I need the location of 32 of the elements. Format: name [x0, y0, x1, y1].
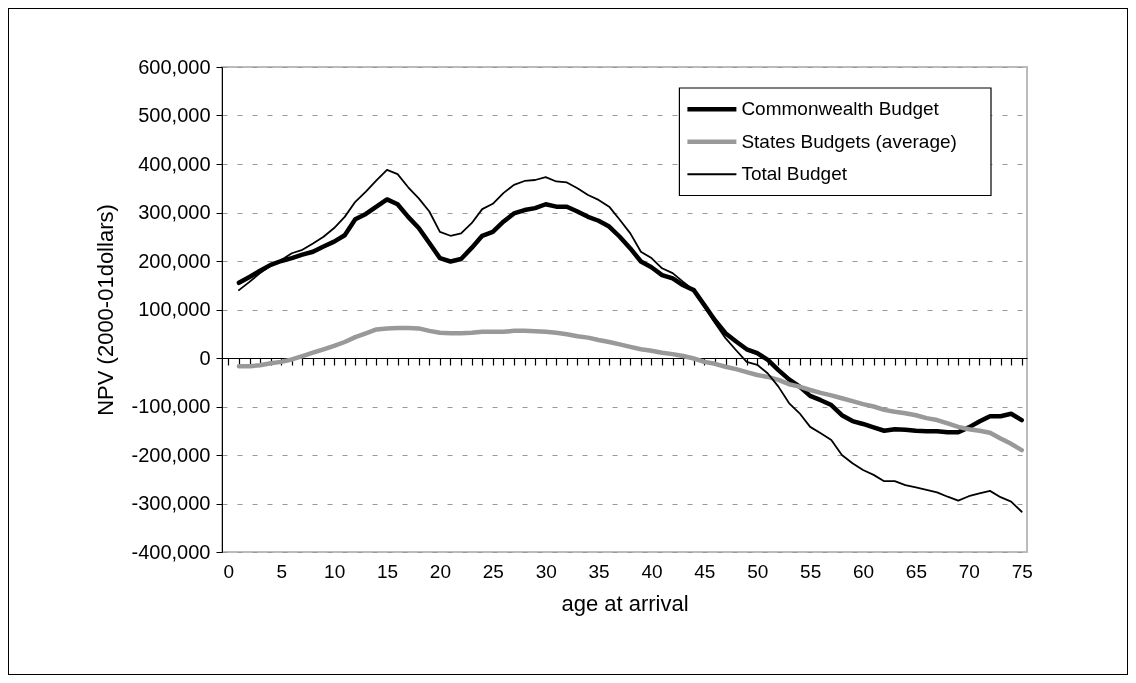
- legend-label: States Budgets (average): [741, 130, 957, 152]
- y-axis-title: NPV (2000-01dollars): [92, 204, 118, 416]
- x-tick-label: 55: [800, 560, 822, 582]
- x-tick-label: 50: [747, 560, 769, 582]
- y-tick-label: 100,000: [138, 298, 211, 320]
- x-tick-label: 70: [958, 560, 980, 582]
- legend-label: Total Budget: [741, 163, 848, 185]
- x-tick-label: 30: [535, 560, 557, 582]
- x-tick-label: 25: [482, 560, 504, 582]
- x-axis-title: age at arrival: [561, 590, 689, 616]
- x-tick-label: 20: [429, 560, 451, 582]
- y-tick-label: 500,000: [138, 104, 211, 126]
- x-tick-label: 5: [276, 560, 288, 582]
- x-tick-label: 10: [324, 560, 346, 582]
- y-tick-label: 0: [199, 346, 211, 369]
- y-tick-label: 400,000: [138, 152, 211, 175]
- x-tick-label: 75: [1011, 560, 1033, 582]
- x-tick-label: 0: [223, 560, 235, 582]
- y-tick-label: 600,000: [138, 55, 211, 78]
- y-tick-label: 300,000: [138, 201, 211, 223]
- y-tick-label: 200,000: [138, 249, 211, 272]
- y-tick-label: -100,000: [131, 395, 211, 417]
- legend-label: Commonwealth Budget: [741, 98, 940, 120]
- y-tick-label: -200,000: [131, 443, 211, 466]
- x-tick-label: 65: [905, 560, 927, 582]
- y-tick-label: -300,000: [131, 492, 211, 514]
- x-tick-label: 45: [694, 560, 716, 582]
- x-tick-label: 35: [588, 560, 610, 582]
- x-tick-label: 15: [376, 560, 399, 582]
- y-tick-label: -400,000: [131, 540, 211, 563]
- x-tick-label: 40: [641, 560, 663, 582]
- x-tick-label: 60: [852, 560, 875, 582]
